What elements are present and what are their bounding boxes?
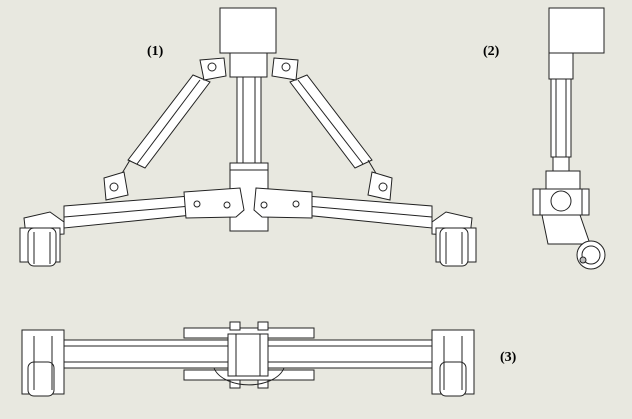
left-caster-wheel	[19, 211, 65, 267]
side-caster-fork	[541, 214, 591, 245]
right-upper-strut	[271, 57, 393, 201]
right-hub-plate	[253, 187, 313, 219]
view-label-2: (2)	[483, 44, 500, 59]
right-caster-wheel	[431, 211, 477, 267]
side-motor-mount	[548, 52, 574, 80]
motor-mount	[229, 52, 268, 78]
side-motor-block	[548, 7, 605, 54]
top-view	[21, 321, 475, 397]
left-hub-plate	[183, 187, 245, 219]
view-label-1: (1)	[147, 44, 164, 59]
left-upper-strut	[103, 57, 227, 201]
left-lower-leg	[63, 195, 193, 229]
side-column	[550, 78, 572, 158]
view-label-3: (3)	[500, 350, 517, 365]
front-view	[19, 7, 477, 267]
top-base-arc	[213, 367, 285, 386]
central-column	[236, 76, 262, 164]
top-center-hub	[227, 333, 269, 377]
right-lower-leg	[303, 195, 433, 229]
side-view	[532, 7, 606, 270]
motor-block	[219, 7, 277, 54]
